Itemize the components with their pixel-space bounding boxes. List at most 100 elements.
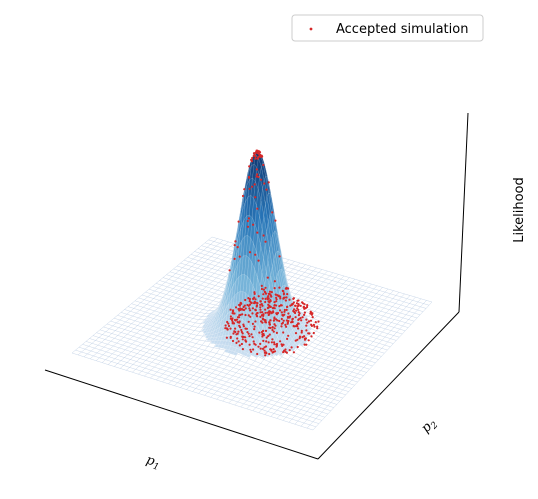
scatter-point [286,305,289,309]
scatter-point [267,297,270,300]
scatter-point [241,332,244,335]
scatter-point [278,286,281,289]
scatter-point [273,317,276,320]
y-axis-line [317,311,460,460]
scatter-point [244,307,247,310]
scatter-point [268,321,271,324]
scatter-point [296,345,299,349]
scatter-point [280,317,283,321]
legend-label-accepted-simulation: Accepted simulation [336,22,468,37]
scatter-point [258,153,261,156]
scatter-point [254,196,257,199]
scatter-point [252,223,255,226]
scatter-point [232,322,235,325]
scatter-point [287,312,290,315]
scatter-point [280,311,283,314]
scatter-point [258,150,261,153]
scatter-point [311,316,314,319]
scatter-point [292,297,295,300]
scatter-point [248,343,251,346]
grid-line-u [187,257,412,325]
legend: Accepted simulation [291,14,484,42]
grid-line-v [270,290,394,417]
scatter-point [283,308,286,312]
scatter-point [240,328,243,332]
scatter-point [306,321,309,324]
scatter-point [316,327,319,330]
scatter-point [259,347,262,350]
scatter-point [239,326,242,329]
scatter-point [225,327,228,330]
scatter-point [281,321,284,324]
grid-line-v [312,301,433,431]
scatter-point [253,325,256,328]
scatter-point [251,312,254,315]
grid-line-v [258,287,383,413]
scatter-point [268,326,271,329]
scatter-point [231,312,234,315]
scatter-point [265,188,268,191]
x-axis-line [44,369,319,460]
scatter-point [248,251,252,254]
scatter-point [264,354,267,357]
scatter-point [300,319,303,322]
scatter-point [262,332,265,336]
scatter-point [272,348,275,351]
surface-peak [201,150,313,359]
grid-line-v [264,288,389,415]
scatter-point [263,318,266,321]
scatter-point [305,324,308,327]
scatter-point [296,323,299,326]
axes-frame [44,112,469,460]
scatter-point [267,335,270,338]
scatter-point [252,348,255,351]
scatter-point [294,332,298,335]
scatter-point [266,311,269,314]
scatter-point [268,333,271,336]
scatter-point [297,304,300,307]
scatter-point [291,317,294,320]
scatter-point [285,308,288,311]
grid-line-v [246,283,372,409]
scatter-point [241,194,245,198]
scatter-point [300,331,303,334]
scatter-point [254,155,257,158]
scatter-point [280,304,283,307]
scatter-point [253,300,256,303]
scatter-point [305,343,308,346]
scatter-point [229,315,232,318]
scatter-point [275,344,278,347]
scatter-point [273,304,276,307]
scatter-point [259,300,262,303]
y-axis-label: p2 [419,415,441,437]
scatter-point [241,335,244,339]
scatter-point [241,348,244,351]
scatter-point [313,325,316,328]
scatter-point [253,292,256,295]
surface-facet [305,324,311,328]
scatter-point [297,299,300,302]
scatter-point [253,183,256,186]
scatter-point [259,342,262,345]
scatter-point [246,219,249,223]
scatter-point [248,303,252,306]
scatter-point [238,344,241,347]
scatter-point [259,155,262,158]
scatter-point [257,175,260,179]
scatter-point [281,313,284,317]
scatter-point [238,304,241,307]
scatter-point [273,301,276,304]
scatter-point [253,291,256,294]
scatter-point [243,304,246,307]
scatter-point [254,152,257,155]
scatter-point [271,328,274,332]
scatter-point [248,165,251,168]
scatter-point [235,318,239,321]
scatter-point [269,299,272,303]
scatter-point [303,313,306,316]
scatter-point [253,328,256,331]
scatter-point [242,308,246,312]
scatter-point [262,293,265,296]
grid-line-u [190,254,415,322]
scatter-point [236,337,239,340]
